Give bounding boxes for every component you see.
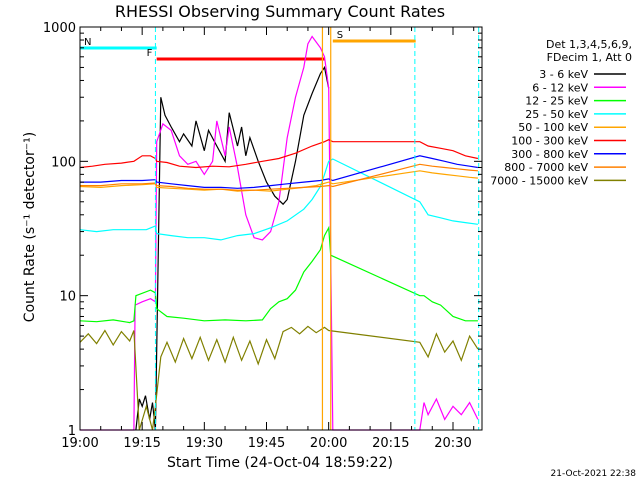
legend-entry-label: 100 - 300 keV [511,135,588,148]
legend-entry-label: 12 - 25 keV [525,95,588,108]
legend-header-line: Det 1,3,4,5,6,9, [546,38,632,51]
flag-label-F: F [147,48,153,59]
series-line-4 [79,170,478,192]
legend-entry-label: 25 - 50 keV [525,108,588,121]
flag-label-S: S [337,30,343,41]
x-tick-label: 19:00 [61,436,98,451]
legend-entry-label: 6 - 12 keV [532,81,588,94]
axis-ticks: 19:00 19:15 19:30 19:45 20:00 20:15 20:30 1 10 10… [43,21,482,451]
y-axis-label: Count Rate (s⁻¹ detector⁻¹) [22,132,38,322]
legend-header-line: FDecim 1, Att 0 [547,51,632,64]
x-axis-label: Start Time (24-Oct-04 18:59:22) [167,455,393,471]
chart-title: RHESSI Observing Summary Count Rates [115,2,445,21]
y-tick-label: 100 [51,155,76,170]
series-line-5 [79,139,479,169]
legend-entry-label: 50 - 100 keV [518,121,588,134]
series-line-0 [135,65,330,431]
series-line-3 [79,158,478,241]
legend-entry-label: 7000 - 15000 keV [490,174,588,187]
x-tick-label: 20:30 [434,436,471,451]
plot-frame [79,26,483,431]
legend-entry-label: 800 - 7000 keV [504,161,588,174]
legend-entry-label: 300 - 800 keV [511,148,588,161]
footer-timestamp: 21-Oct-2021 22:38 [551,469,637,479]
series-lines [79,35,479,431]
y-tick-label: 10 [59,290,76,305]
legend: Det 1,3,4,5,6,9,FDecim 1, Att 0 3 - 6 keV… [490,38,632,187]
series-line-1 [80,35,479,431]
night-markers [154,27,480,430]
legend-entry-label: 3 - 6 keV [539,68,588,81]
flag-bars: N F S [80,30,416,61]
y-tick-label: 1000 [43,21,76,36]
flag-label-N: N [84,37,91,48]
series-line-2 [79,225,478,324]
series-line-7 [80,163,478,191]
series-line-8 [79,325,479,431]
x-tick-label: 20:15 [372,436,409,451]
x-tick-label: 19:15 [123,436,160,451]
y-tick-label: 1 [68,424,76,439]
x-tick-label: 20:00 [310,436,347,451]
series-line-6 [80,155,478,189]
x-tick-label: 19:30 [186,436,223,451]
x-tick-label: 19:45 [248,436,285,451]
